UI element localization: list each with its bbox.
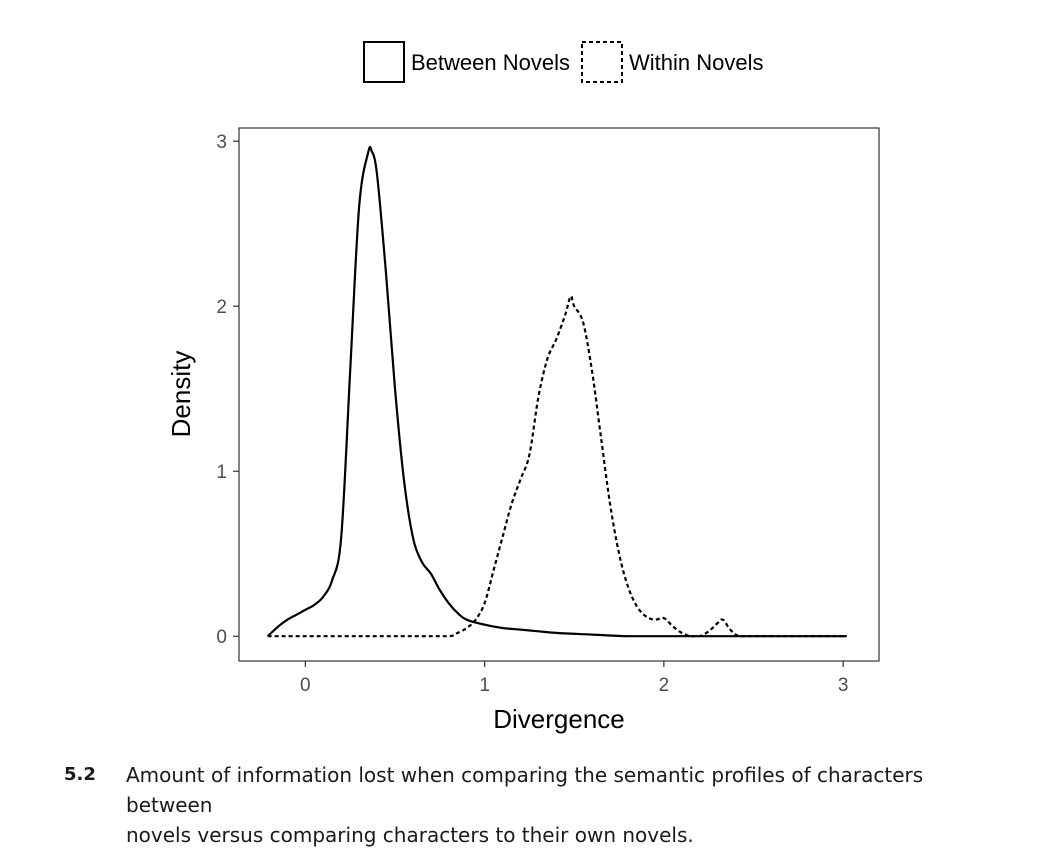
y-tick-label: 3	[216, 132, 227, 153]
legend-label-between: Between Novels	[411, 50, 570, 75]
axes: 0 1 2 3 0 1 2 3	[216, 132, 848, 696]
y-tick-label: 1	[216, 462, 227, 483]
x-tick-label: 1	[479, 675, 490, 696]
series-line-within-novels	[267, 295, 847, 638]
series-layer	[266, 145, 847, 638]
x-tick-label: 0	[300, 675, 311, 696]
legend-label-within: Within Novels	[629, 50, 763, 75]
legend-key-within	[581, 41, 623, 83]
y-tick-label: 0	[216, 627, 227, 648]
x-tick-label: 3	[838, 675, 849, 696]
plot-panel	[238, 127, 880, 662]
figure-number: 5.2	[64, 764, 96, 785]
legend: Between Novels Within Novels	[363, 41, 763, 83]
caption-text: Amount of information lost when comparin…	[126, 760, 986, 850]
caption-line-2: novels versus comparing characters to th…	[126, 823, 694, 847]
x-tick-label: 2	[659, 675, 670, 696]
y-axis-label: Density	[166, 351, 196, 438]
caption-line-1: Amount of information lost when comparin…	[126, 763, 924, 817]
legend-key-between	[363, 41, 405, 83]
density-chart: Between Novels Within Novels 0 1 2 3 0 1 2 3 Di…	[166, 41, 880, 734]
y-tick-label: 2	[216, 297, 227, 318]
x-axis-label: Divergence	[493, 704, 625, 734]
series-line-between-novels	[266, 145, 847, 638]
